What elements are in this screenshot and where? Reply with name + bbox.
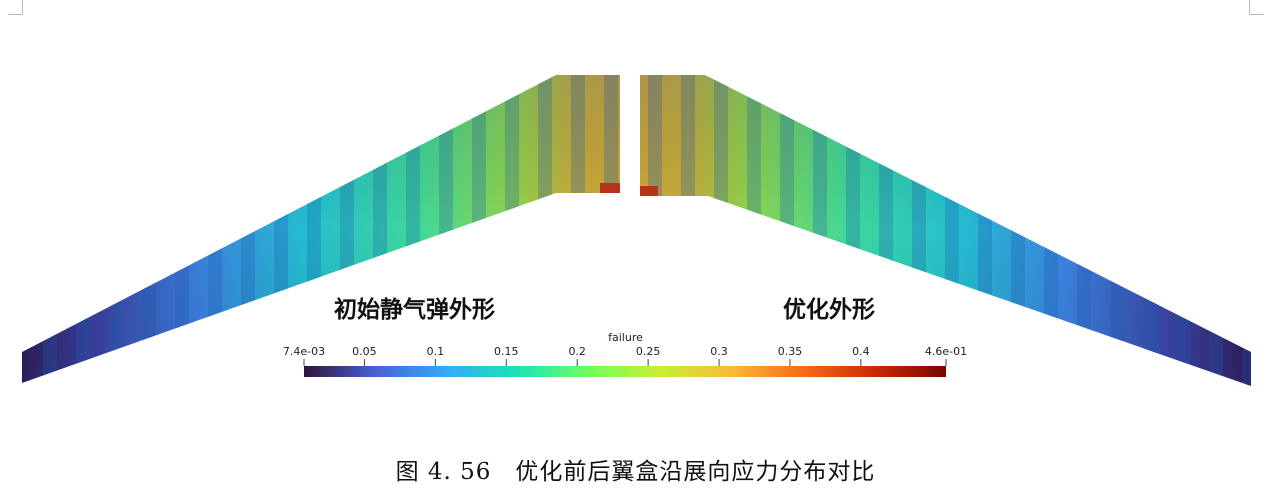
colorbar-tick-label: 7.4e-03 [282,345,326,358]
figure-caption: 图 4. 56 优化前后翼盒沿展向应力分布对比 [395,459,876,485]
crop-mark-top-right [1249,0,1264,15]
right-wing-contour [640,75,1251,386]
stress-contour-figure [22,75,1251,386]
colorbar-tick-label: 0.25 [635,345,661,358]
colorbar-ticks [303,359,947,366]
colorbar [303,359,947,377]
crop-mark-top-left [8,0,23,15]
left-wing-label: 初始静气弹外形 [334,297,495,323]
colorbar-title: failure [608,331,643,344]
colorbar-tick-label: 0.1 [426,345,445,358]
colorbar-tick-label: 0.2 [568,345,586,358]
left-wing-contour [22,75,620,383]
colorbar-tick-label: 0.05 [352,345,377,358]
colorbar-tick-label: 0.35 [777,345,803,358]
colorbar-tick-label: 4.6e-01 [924,345,968,358]
colorbar-tick-label: 0.4 [852,345,870,358]
colorbar-tick-label: 0.15 [494,345,519,358]
colorbar-tick-label: 0.3 [710,345,728,358]
colorbar-gradient [304,366,946,377]
right-wing-label: 优化外形 [783,297,875,323]
